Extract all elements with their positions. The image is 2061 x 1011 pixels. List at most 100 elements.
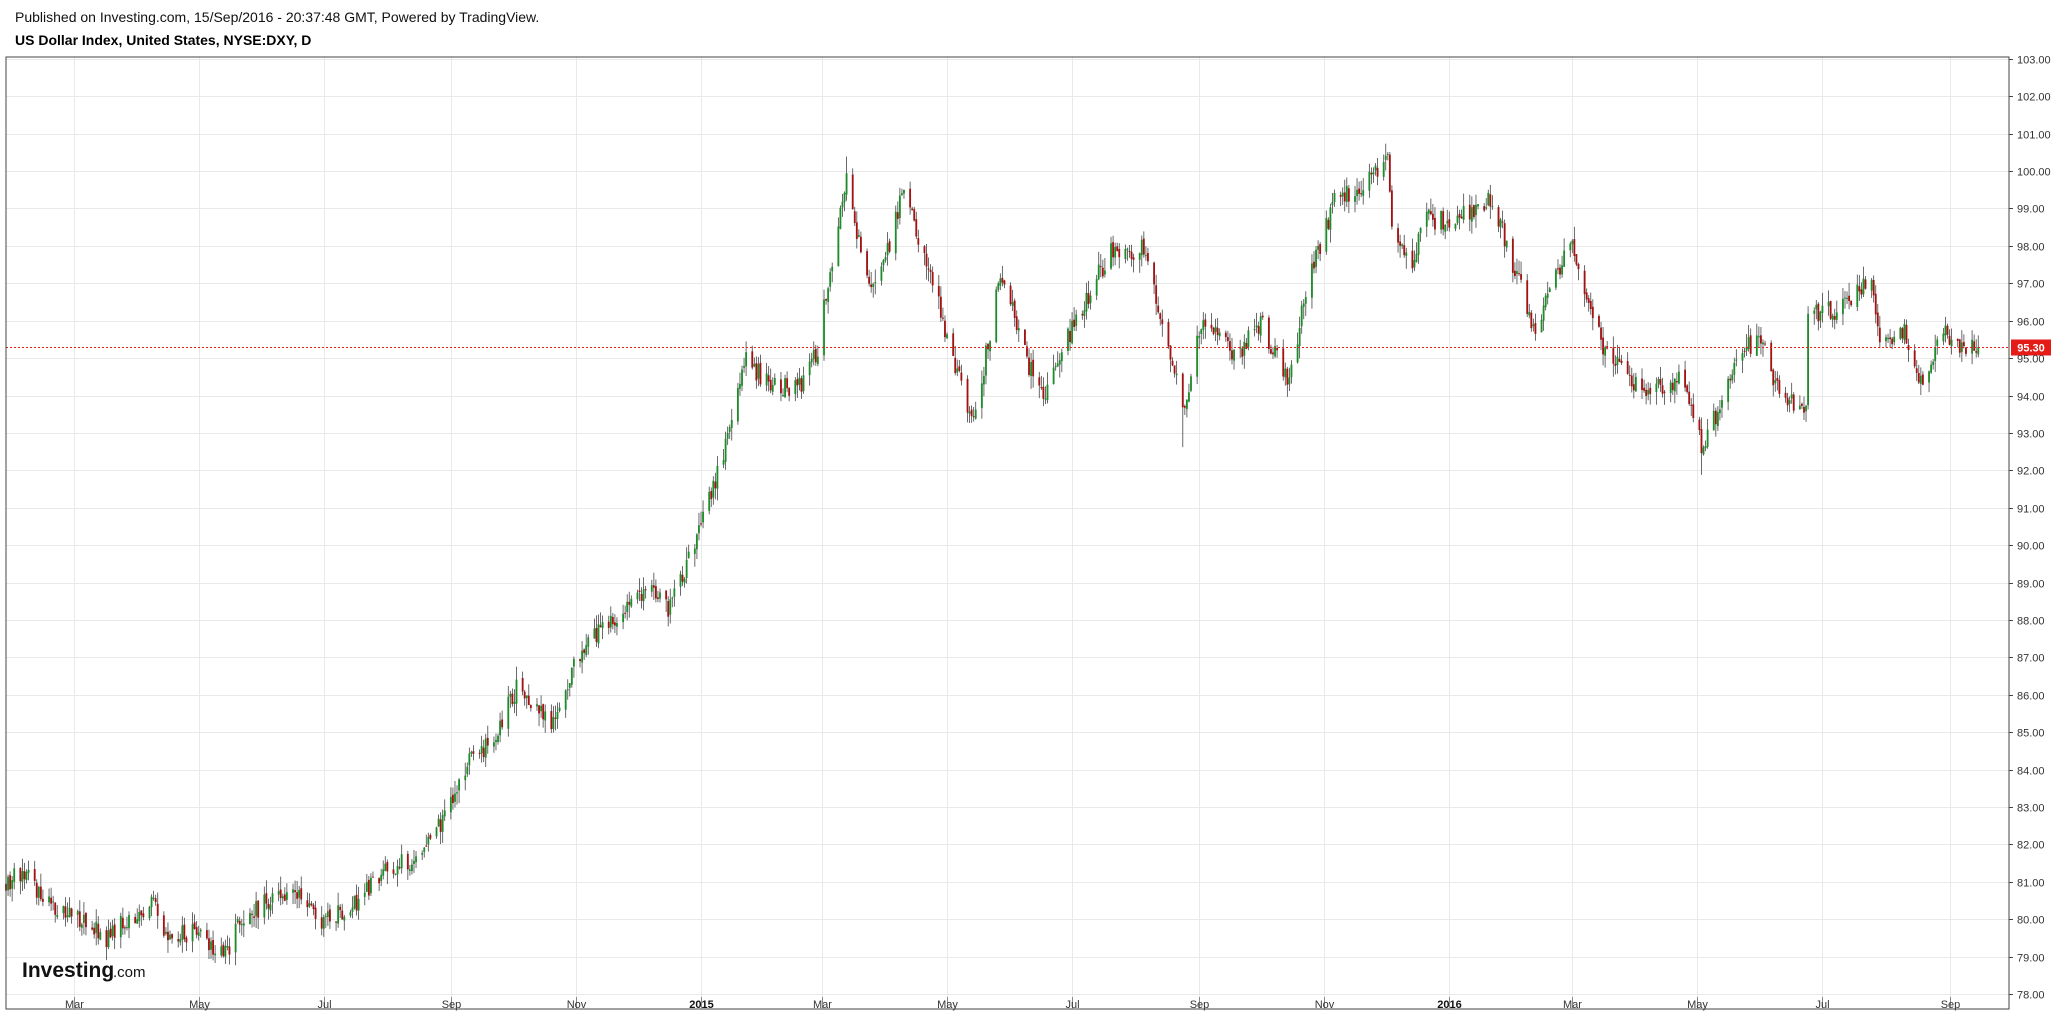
candle-body bbox=[1003, 280, 1006, 285]
candle bbox=[1973, 334, 1976, 351]
candle-body bbox=[1530, 312, 1533, 329]
candle bbox=[212, 930, 214, 961]
candle bbox=[1089, 290, 1092, 310]
candle-body bbox=[1632, 384, 1635, 391]
candle bbox=[343, 914, 346, 931]
candle bbox=[1745, 334, 1748, 357]
candle-body bbox=[607, 621, 610, 628]
candle-body bbox=[1831, 315, 1834, 320]
candle bbox=[1928, 370, 1930, 393]
candle-body bbox=[1056, 363, 1059, 367]
candle bbox=[1226, 330, 1229, 348]
candle-body bbox=[544, 711, 547, 721]
candle-body bbox=[829, 272, 832, 287]
candle bbox=[626, 594, 629, 621]
candle-body bbox=[126, 927, 128, 929]
candle-body bbox=[626, 601, 629, 613]
candle-body bbox=[980, 383, 983, 409]
candle bbox=[946, 332, 948, 339]
candle-body bbox=[1169, 345, 1172, 360]
candle bbox=[1058, 353, 1061, 378]
candle bbox=[831, 262, 834, 283]
candle-body bbox=[583, 649, 586, 653]
candle bbox=[1575, 253, 1578, 267]
candle-body bbox=[1368, 171, 1371, 191]
candle-body bbox=[1376, 167, 1379, 177]
candle bbox=[1616, 344, 1619, 374]
candle-body bbox=[1554, 269, 1557, 288]
candle-body bbox=[972, 416, 975, 418]
candle bbox=[1548, 286, 1551, 293]
candle bbox=[107, 919, 110, 950]
grid bbox=[6, 57, 2009, 1009]
candle bbox=[1489, 184, 1492, 219]
candle bbox=[687, 544, 690, 559]
candle-body bbox=[1128, 250, 1131, 252]
candle bbox=[85, 912, 87, 936]
candle-body bbox=[1518, 273, 1520, 275]
candle-body bbox=[1259, 316, 1262, 336]
candle bbox=[925, 244, 928, 280]
candle-body bbox=[1917, 373, 1920, 383]
candle bbox=[1417, 231, 1420, 264]
candle-body bbox=[1634, 376, 1637, 392]
candle bbox=[1286, 366, 1289, 397]
candle-body bbox=[1745, 346, 1748, 351]
candle-body bbox=[1704, 446, 1707, 449]
candle bbox=[484, 733, 487, 767]
candle-body bbox=[679, 574, 682, 587]
candle-body bbox=[177, 939, 180, 942]
candle bbox=[997, 281, 1000, 292]
candle bbox=[1819, 310, 1822, 328]
candle-body bbox=[1040, 387, 1043, 389]
candle bbox=[326, 902, 329, 926]
candle-body bbox=[1155, 285, 1158, 304]
candle bbox=[839, 205, 842, 230]
candle-body bbox=[121, 917, 124, 929]
candle-body bbox=[1446, 220, 1449, 224]
candle-body bbox=[1585, 292, 1588, 300]
candle bbox=[739, 372, 741, 396]
price-axis[interactable]: 78.00 79.00 80.00 81.00 82.00 83.00 84.00 85.00… bbox=[2009, 55, 2051, 1002]
candle bbox=[1095, 274, 1098, 301]
candle-body bbox=[1821, 305, 1824, 314]
candle bbox=[1903, 319, 1906, 345]
candle bbox=[1663, 390, 1666, 405]
candle bbox=[851, 168, 854, 210]
candle bbox=[529, 704, 532, 712]
candle-body bbox=[452, 794, 454, 804]
candle bbox=[667, 596, 670, 627]
time-axis[interactable]: Mar May Jul Sep Nov 2015 Mar May Jul Sep Nov 2016 Ma… bbox=[65, 997, 1960, 1011]
candle-body bbox=[1503, 223, 1506, 247]
candle-body bbox=[1124, 249, 1127, 260]
x-tick-label: Jul bbox=[1065, 999, 1079, 1011]
candle bbox=[456, 785, 458, 805]
candle-body bbox=[1628, 374, 1631, 376]
candle-body bbox=[449, 796, 452, 813]
candle-body bbox=[624, 612, 627, 614]
candle bbox=[1860, 282, 1863, 299]
candle bbox=[1678, 364, 1680, 385]
candle-body bbox=[1013, 300, 1016, 318]
candle bbox=[1370, 167, 1373, 185]
candle bbox=[1032, 349, 1035, 388]
candle bbox=[1760, 327, 1762, 355]
candle bbox=[1382, 154, 1385, 181]
candle bbox=[1067, 327, 1069, 356]
candle-body bbox=[644, 589, 647, 591]
candle-body bbox=[1071, 320, 1074, 344]
candle-body bbox=[925, 253, 928, 267]
candle bbox=[142, 906, 145, 921]
candle-body bbox=[128, 915, 130, 929]
candle-body bbox=[1257, 326, 1260, 334]
candle-body bbox=[400, 854, 403, 869]
investing-logo: Investing .com bbox=[22, 959, 146, 982]
candle bbox=[267, 898, 270, 920]
candle bbox=[1298, 316, 1301, 359]
candle-body bbox=[1571, 240, 1574, 245]
candle-body bbox=[708, 491, 711, 511]
candle bbox=[1915, 359, 1918, 381]
candle bbox=[1315, 245, 1317, 274]
candle bbox=[1085, 282, 1088, 320]
